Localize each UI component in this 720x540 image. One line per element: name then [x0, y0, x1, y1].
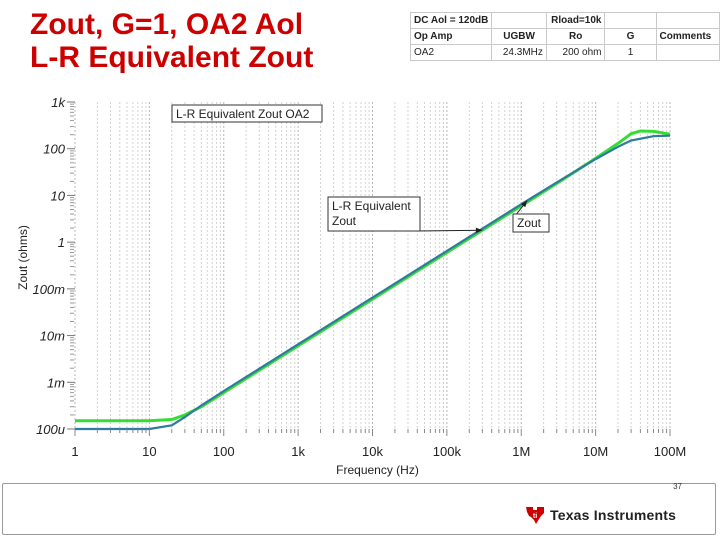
chart-title-box	[171, 104, 323, 123]
page-number: 37	[673, 482, 682, 491]
zout-chart: 100u 1m 10m 100m 1 10 100 1k 1 10 100 1k 10k 100k 1M 10…	[16, 95, 686, 477]
annotation-box	[327, 196, 421, 232]
x-axis-title: Frequency (Hz)	[336, 463, 419, 477]
y-tick-label: 100m	[32, 282, 65, 297]
table-row: OA2 24.3MHz 200 ohm 1	[409, 44, 720, 61]
x-tick-label: 10	[142, 444, 156, 459]
slide-title: Zout, G=1, OA2 Aol L-R Equivalent Zout	[30, 8, 313, 74]
table-cell: OA2	[409, 44, 493, 61]
y-tick-label: 100u	[36, 422, 65, 437]
parameter-table: DC Aol = 120dB Rload=10k Op Amp UGBW Ro …	[409, 12, 720, 61]
y-tick-label: 1m	[47, 375, 65, 390]
y-tick-label: 1	[58, 235, 65, 250]
chart-legend: L-R Equivalent Zout OA2	[171, 104, 323, 123]
ti-state-icon: ti	[526, 507, 544, 524]
x-tick-label: 1	[71, 444, 78, 459]
table-row: DC Aol = 120dB Rload=10k	[409, 12, 720, 29]
chart-axes: 100u 1m 10m 100m 1 10 100 1k 1 10 100 1k 10k 100k 1M 10…	[16, 95, 686, 477]
annotation-arrowhead	[521, 200, 528, 208]
chart-series	[75, 129, 671, 431]
table-row: Op Amp UGBW Ro G Comments	[409, 28, 720, 45]
annotation-arrow	[415, 229, 483, 232]
annotation-arrowhead	[475, 227, 483, 234]
y-tick-label: 100	[43, 142, 65, 157]
chart-title: L-R Equivalent Zout OA2	[176, 107, 310, 121]
x-tick-label: 1k	[291, 444, 305, 459]
y-tick-label: 10m	[40, 329, 65, 344]
x-tick-label: 100k	[433, 444, 462, 459]
table-cell	[655, 44, 720, 61]
x-tick-label: 100M	[654, 444, 687, 459]
footer-bar	[2, 483, 716, 535]
chart-grid	[74, 102, 671, 429]
x-tick-label: 10k	[362, 444, 383, 459]
x-tick-label: 10M	[583, 444, 608, 459]
slide-title-line-2: L-R Equivalent Zout	[30, 41, 314, 74]
texas-instruments-logo: ti Texas Instruments	[524, 503, 676, 527]
zout-series-line	[75, 134, 671, 431]
annotation-label: L-R Equivalent Zout	[332, 199, 411, 228]
logo-text: Texas Instruments	[550, 507, 677, 523]
y-tick-label: 10	[51, 188, 66, 203]
chart-annotations: L-R Equivalent Zout Zout	[327, 196, 550, 234]
y-tick-label: 1k	[51, 95, 66, 110]
svg-text:ti: ti	[533, 513, 537, 520]
annotation-box	[512, 213, 550, 233]
slide-title-line-1: Zout, G=1, OA2 Aol	[30, 8, 304, 41]
lr-equivalent-series-line	[75, 129, 671, 423]
table-cell: 1	[604, 44, 657, 61]
x-tick-label: 100	[213, 444, 235, 459]
y-axis-title: Zout (ohms)	[16, 225, 30, 290]
x-tick-label: 1M	[512, 444, 530, 459]
annotation-label: Zout	[517, 216, 542, 230]
